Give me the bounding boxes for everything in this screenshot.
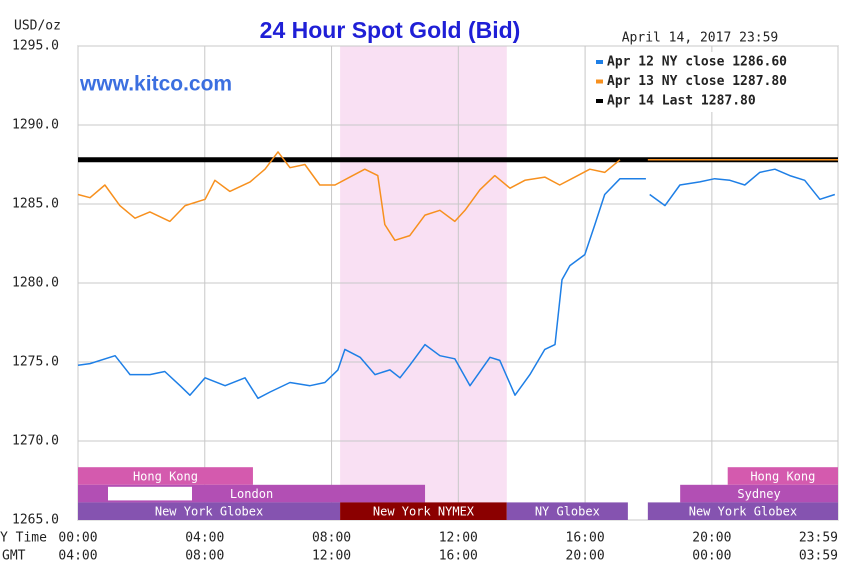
session-gap xyxy=(108,486,192,501)
x2-tick-label: 08:00 xyxy=(185,549,224,564)
y-tick-label: 1270.0 xyxy=(12,434,59,449)
session-label: New York Globex xyxy=(155,505,263,519)
x2-tick-label: 20:00 xyxy=(566,549,605,564)
session-bar xyxy=(727,467,838,485)
chart-title: 24 Hour Spot Gold (Bid) xyxy=(260,17,521,43)
y-tick-label: 1275.0 xyxy=(12,355,59,370)
y-tick-label: 1285.0 xyxy=(12,197,59,212)
session-bar xyxy=(78,467,253,485)
y-tick-label: 1295.0 xyxy=(12,39,59,54)
session-label: Hong Kong xyxy=(750,470,815,484)
x2-tick-label: 12:00 xyxy=(312,549,351,564)
y-tick-label: 1265.0 xyxy=(12,513,59,528)
legend-label: Apr 13 NY close 1287.80 xyxy=(607,74,787,89)
session-label: NY Globex xyxy=(535,505,600,519)
session-bar xyxy=(506,502,628,520)
y-tick-label: 1280.0 xyxy=(12,276,59,291)
x-tick-label: 12:00 xyxy=(439,531,478,546)
y-axis-label: USD/oz xyxy=(14,19,61,34)
session-bar xyxy=(340,502,507,520)
x2-tick-label: 16:00 xyxy=(439,549,478,564)
legend-swatch xyxy=(596,60,603,64)
x-axis-label: Y Time xyxy=(0,531,47,546)
watermark: www.kitco.com xyxy=(79,73,232,96)
x-tick-label: 16:00 xyxy=(566,531,605,546)
legend-label: Apr 14 Last 1287.80 xyxy=(607,94,756,109)
y-tick-label: 1290.0 xyxy=(12,118,59,133)
legend-label: Apr 12 NY close 1286.60 xyxy=(607,55,787,70)
x2-axis-label: GMT xyxy=(2,549,26,564)
legend-swatch xyxy=(596,79,603,84)
x2-tick-label: 03:59 xyxy=(799,549,838,564)
x-tick-label: 08:00 xyxy=(312,531,351,546)
legend-swatch xyxy=(596,99,603,103)
x-tick-label: 20:00 xyxy=(692,531,731,546)
x2-tick-label: 00:00 xyxy=(692,549,731,564)
x-tick-label: 04:00 xyxy=(185,531,224,546)
session-bar xyxy=(78,502,341,520)
session-label: New York NYMEX xyxy=(373,505,475,519)
date-label: April 14, 2017 23:59 xyxy=(622,31,779,46)
session-bar xyxy=(647,502,838,520)
legend-box xyxy=(592,52,836,112)
session-label: Hong Kong xyxy=(133,470,198,484)
session-label: Sydney xyxy=(737,487,780,501)
series-line xyxy=(77,151,838,242)
x-tick-label: 00:00 xyxy=(58,531,97,546)
session-label: New York Globex xyxy=(689,505,797,519)
series-line xyxy=(77,168,836,400)
x-tick-label: 23:59 xyxy=(799,531,838,546)
session-bar xyxy=(680,484,838,503)
x2-tick-label: 04:00 xyxy=(58,549,97,564)
session-label: London xyxy=(230,487,273,501)
